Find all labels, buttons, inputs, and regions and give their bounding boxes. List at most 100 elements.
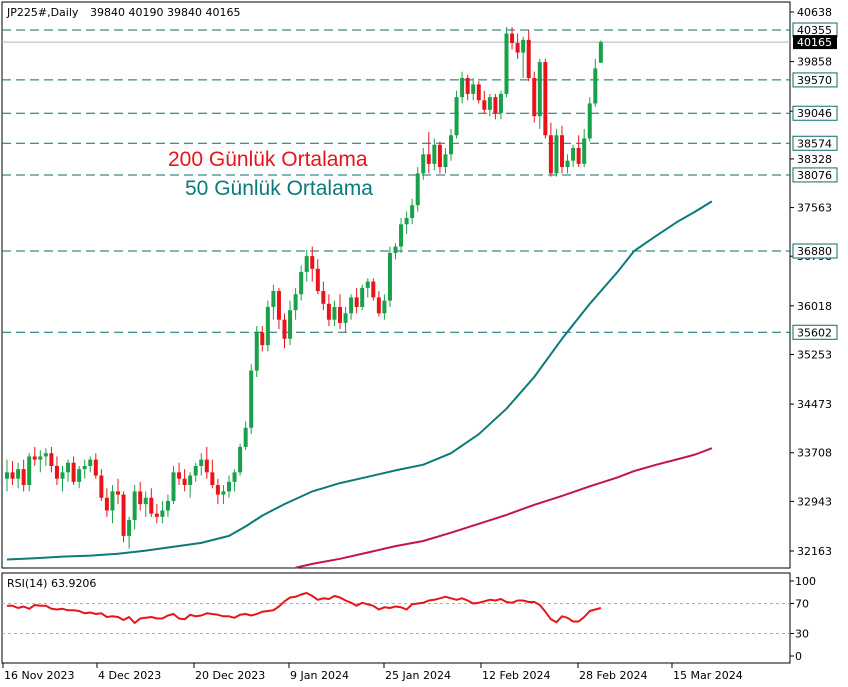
candle-body	[127, 520, 132, 536]
candle-body	[493, 97, 498, 113]
candle-body	[471, 84, 476, 94]
candle-body	[421, 154, 426, 174]
level-label-box	[792, 167, 838, 183]
candle-body	[437, 144, 442, 168]
candle-body	[376, 297, 381, 314]
candle-body	[532, 78, 537, 117]
candle-body	[199, 459, 204, 466]
candle-body	[515, 43, 520, 53]
candle-body	[288, 310, 293, 339]
candle-body	[154, 513, 159, 517]
candle-body	[215, 485, 220, 495]
candle-body	[526, 39, 531, 79]
level-label: 39046	[797, 107, 832, 120]
candle-body	[249, 370, 254, 428]
candle-body	[332, 306, 337, 320]
rsi-tick-label: 100	[795, 575, 816, 588]
candle-body	[343, 313, 348, 323]
time-tick-label: 4 Dec 2023	[98, 669, 161, 682]
candle-body	[571, 147, 576, 161]
candle-body	[82, 465, 87, 470]
level-label: 38574	[797, 137, 832, 150]
level-label: 40355	[797, 24, 832, 37]
candle-body	[43, 453, 48, 457]
candle-body	[21, 469, 26, 486]
candle-body	[227, 481, 231, 492]
candle-body	[177, 472, 182, 479]
candle-body	[404, 217, 409, 225]
candle-body	[349, 297, 354, 314]
candle-body	[310, 256, 315, 269]
candle-body	[315, 268, 320, 292]
level-label-box	[792, 135, 838, 151]
candle-body	[66, 462, 71, 473]
candle-body	[27, 456, 32, 486]
candle-body	[276, 291, 281, 320]
current-price-box	[793, 35, 837, 50]
candle-body	[582, 138, 587, 164]
level-label-box	[792, 72, 838, 88]
candle-body	[210, 472, 215, 486]
rsi-tick-label: 0	[795, 650, 802, 663]
candle-body	[93, 459, 98, 476]
chart-header-ohlc: 39840 40190 39840 40165	[90, 6, 240, 19]
candle-body	[116, 491, 120, 495]
candle-body	[382, 300, 387, 314]
candle-body	[32, 456, 37, 460]
level-label-box	[792, 105, 838, 121]
price-tick-label: 35253	[797, 348, 832, 361]
candle-body	[38, 456, 43, 460]
candle-body	[338, 306, 342, 323]
candle-body	[449, 135, 453, 155]
candle-body	[132, 491, 137, 521]
current-price-label: 40165	[797, 36, 832, 49]
ma200-line	[295, 447, 713, 569]
candle-body	[104, 497, 109, 511]
candle-body	[293, 294, 298, 311]
candle-body	[443, 154, 448, 168]
candle-body	[99, 475, 104, 498]
candle-body	[304, 256, 309, 272]
ma50-line	[6, 200, 713, 561]
rsi-tick-label: 70	[795, 598, 809, 611]
candle-body	[260, 332, 265, 346]
rsi-panel-frame	[1, 572, 791, 664]
ma50-annotation: 50 Günlük Ortalama	[185, 177, 373, 200]
price-tick-label: 38328	[797, 153, 832, 166]
time-tick-label: 28 Feb 2024	[579, 669, 647, 682]
candle-body	[165, 500, 170, 511]
candle-body	[49, 453, 54, 466]
level-label: 35602	[797, 326, 832, 339]
candle-body	[193, 465, 198, 476]
candle-body	[593, 68, 598, 104]
candle-body	[265, 306, 270, 346]
candle-body	[399, 224, 404, 247]
candle-body	[365, 281, 370, 288]
candle-body	[10, 472, 15, 479]
candle-body	[460, 78, 465, 98]
price-tick-label: 37563	[797, 202, 832, 215]
candle-body	[321, 291, 326, 304]
candle-body	[149, 497, 154, 514]
candle-body	[232, 472, 237, 482]
chart-header-symbol: JP225#,Daily	[6, 6, 79, 19]
candle-body	[188, 475, 193, 486]
candle-body	[88, 459, 93, 466]
price-tick-label: 32943	[797, 495, 832, 508]
candle-body	[560, 135, 564, 168]
candle-body	[243, 427, 248, 447]
level-label: 39570	[797, 74, 832, 87]
price-panel-frame	[1, 1, 791, 569]
candle-body	[160, 510, 165, 517]
candle-body	[299, 271, 304, 295]
candle-body	[498, 93, 503, 113]
rsi-label: RSI(14) 63.9206	[7, 577, 96, 590]
candle-body	[171, 472, 176, 501]
candle-body	[537, 62, 542, 117]
price-tick-label: 32163	[797, 545, 832, 558]
candle-body	[54, 465, 59, 479]
candle-body	[121, 494, 126, 536]
candle-body	[204, 459, 209, 473]
candle-body	[554, 135, 559, 174]
